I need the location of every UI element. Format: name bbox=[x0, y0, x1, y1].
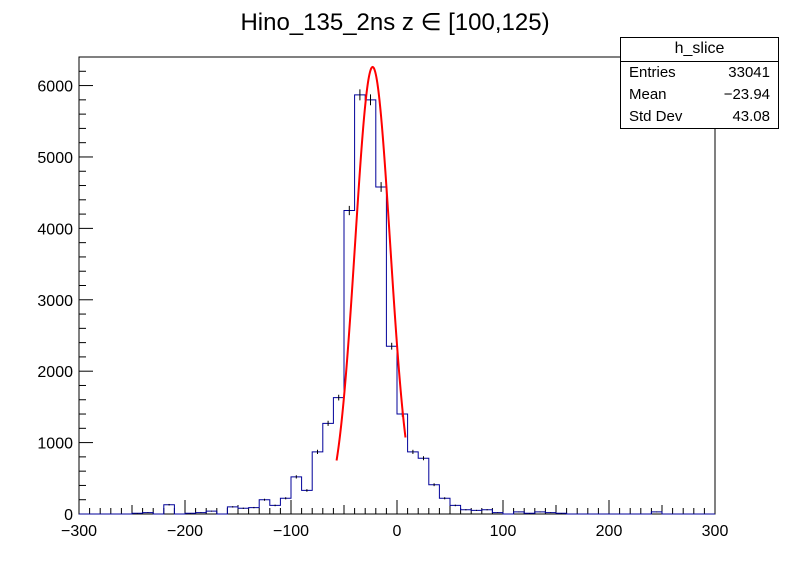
axes: −300 −200 −100 0 100 200 300010002000300040005… bbox=[37, 56, 729, 540]
gaussian-fit-line bbox=[335, 65, 407, 461]
stats-value: 43.08 bbox=[732, 108, 770, 125]
y-tick-label: 5000 bbox=[37, 150, 73, 167]
stats-box: h_slice Entries 33041 Mean −23.94 Std De… bbox=[620, 37, 779, 129]
y-tick-label: 2000 bbox=[37, 364, 73, 381]
stats-label: Entries bbox=[629, 64, 676, 81]
stats-label: Std Dev bbox=[629, 108, 683, 125]
x-tick-label: 0 bbox=[393, 523, 402, 540]
stats-value: 33041 bbox=[728, 64, 770, 81]
x-tick-label: −200 bbox=[167, 523, 203, 540]
y-tick-label: 1000 bbox=[37, 436, 73, 453]
x-tick-label: 300 bbox=[702, 523, 729, 540]
stats-label: Mean bbox=[629, 86, 667, 103]
y-tick-label: 4000 bbox=[37, 221, 73, 238]
x-tick-label: −100 bbox=[273, 523, 309, 540]
histogram-outline bbox=[79, 94, 715, 515]
x-tick-label: 200 bbox=[596, 523, 623, 540]
fit-curve bbox=[335, 65, 407, 461]
stats-value: −23.94 bbox=[723, 86, 770, 103]
x-tick-label: −300 bbox=[61, 523, 97, 540]
stats-row-entries: Entries 33041 bbox=[621, 62, 778, 84]
histogram bbox=[79, 89, 715, 515]
x-tick-label: 100 bbox=[490, 523, 517, 540]
y-tick-label: 3000 bbox=[37, 293, 73, 310]
stats-row-mean: Mean −23.94 bbox=[621, 84, 778, 106]
chart-title: Hino_135_2ns z ∈ [100,125) bbox=[240, 9, 549, 36]
y-tick-label: 0 bbox=[64, 507, 73, 524]
stats-row-stddev: Std Dev 43.08 bbox=[621, 106, 778, 128]
stats-title: h_slice bbox=[621, 38, 778, 62]
y-tick-label: 6000 bbox=[37, 79, 73, 96]
